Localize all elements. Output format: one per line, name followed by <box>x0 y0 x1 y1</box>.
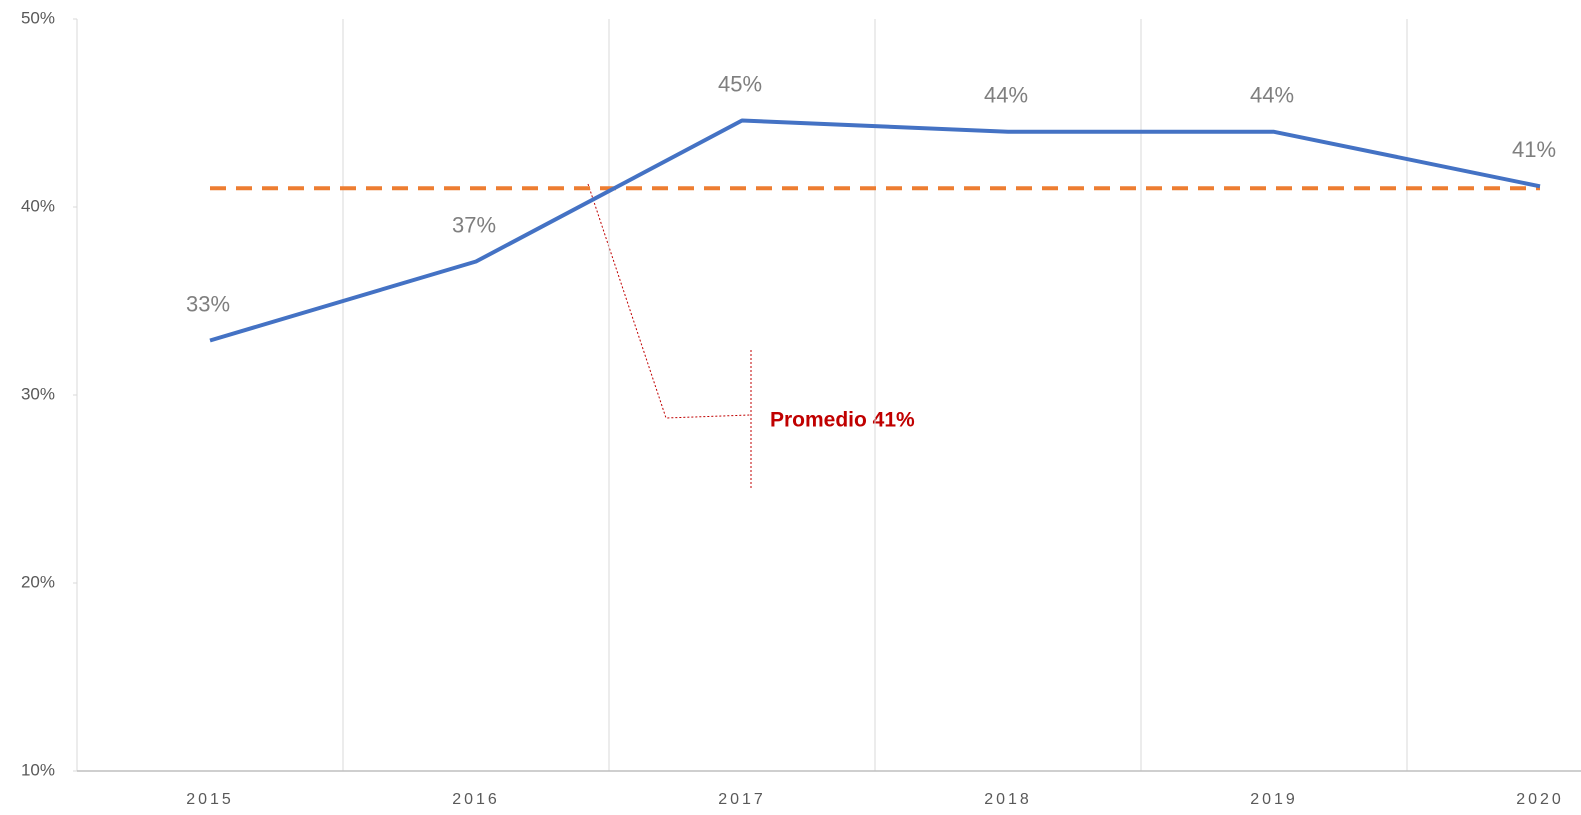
x-tick-label: 2017 <box>718 791 766 808</box>
data-label: 44% <box>984 83 1028 108</box>
data-label: 37% <box>452 212 496 237</box>
data-label: 44% <box>1250 83 1294 108</box>
x-tick-label: 2016 <box>452 791 500 808</box>
annotation: Promedio 41% <box>770 409 915 432</box>
data-label: 45% <box>718 71 762 96</box>
x-tick-label: 2015 <box>186 791 234 808</box>
callout <box>587 183 752 488</box>
data-label: 41% <box>1512 137 1556 162</box>
y-tick-label: 40% <box>21 196 55 215</box>
y-tick-label: 30% <box>21 384 55 403</box>
y-tick-label: 10% <box>21 760 55 779</box>
x-tick-label: 2019 <box>1250 791 1298 808</box>
y-tick-label: 50% <box>21 8 55 27</box>
x-tick-label: 2020 <box>1516 791 1564 808</box>
callout-leader <box>587 183 751 419</box>
y-tick-label: 20% <box>21 572 55 591</box>
data-label: 33% <box>186 291 230 316</box>
series-line <box>209 118 1541 343</box>
x-tick-label: 2018 <box>984 791 1032 808</box>
